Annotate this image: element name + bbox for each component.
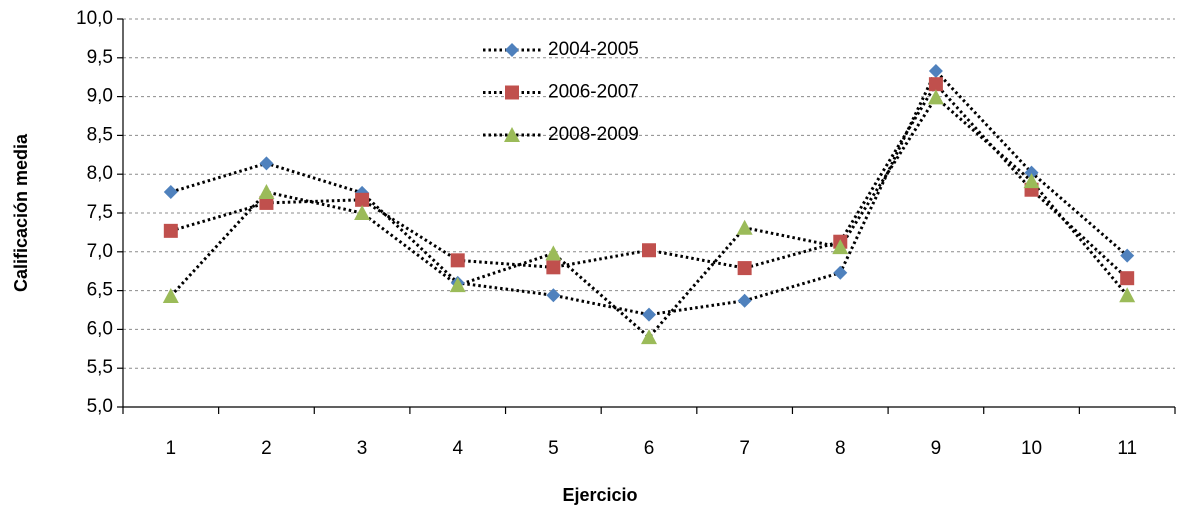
marker [832, 239, 849, 255]
y-tick-label: 6,5 [87, 280, 113, 301]
marker [163, 185, 178, 200]
y-tick-label: 10,0 [76, 8, 113, 29]
legend-label: 2006-2007 [548, 82, 639, 103]
marker [163, 223, 178, 238]
y-tick-label: 5,5 [87, 357, 113, 378]
x-tick-label: 9 [931, 438, 942, 459]
marker [505, 43, 519, 57]
marker [355, 192, 370, 207]
legend-label: 2004-2005 [548, 39, 639, 60]
series-line [170, 68, 1129, 317]
marker [737, 293, 752, 308]
x-tick-label: 8 [835, 438, 846, 459]
marker [258, 184, 275, 200]
marker [545, 245, 562, 261]
y-tick-label: 9,0 [87, 86, 113, 107]
x-tick-label: 11 [1117, 438, 1137, 459]
marker [505, 85, 519, 100]
marker [450, 253, 465, 268]
marker [1120, 271, 1135, 286]
x-tick-label: 4 [452, 438, 463, 459]
marker [642, 243, 656, 258]
y-tick-label: 8,0 [87, 163, 113, 184]
legend-label: 2008-2009 [548, 124, 639, 145]
x-tick-label: 3 [357, 438, 368, 459]
marker [162, 288, 179, 304]
marker [1024, 165, 1039, 180]
y-tick-label: 8,5 [87, 124, 113, 145]
marker [928, 63, 943, 78]
y-axis-title: Calificación media [11, 133, 31, 292]
marker [504, 127, 520, 142]
marker [1119, 287, 1136, 303]
x-tick-label: 2 [261, 438, 272, 459]
marker [928, 77, 943, 92]
x-tick-label: 6 [644, 438, 655, 459]
x-tick-label: 5 [548, 438, 559, 459]
series-line [169, 95, 1129, 340]
marker [354, 205, 371, 220]
y-tick-label: 7,5 [87, 202, 113, 223]
marker [736, 219, 753, 235]
marker [1120, 248, 1135, 263]
marker [642, 307, 656, 322]
y-tick-label: 6,0 [87, 318, 113, 339]
y-tick-label: 9,5 [87, 47, 113, 68]
marker [641, 329, 657, 345]
x-tick-label: 10 [1021, 438, 1042, 459]
marker [259, 156, 274, 171]
marker [737, 261, 752, 276]
marker [546, 288, 561, 303]
y-tick-label: 5,0 [87, 396, 113, 417]
marker [259, 195, 274, 210]
x-tick-label: 7 [739, 438, 750, 459]
y-tick-label: 7,0 [87, 241, 113, 262]
marker [546, 260, 561, 275]
marker [1023, 173, 1040, 189]
x-axis-title: Ejercicio [562, 485, 637, 505]
marker [449, 277, 466, 293]
marker [833, 265, 848, 280]
marker [927, 89, 944, 105]
x-tick-label: 1 [166, 438, 177, 459]
